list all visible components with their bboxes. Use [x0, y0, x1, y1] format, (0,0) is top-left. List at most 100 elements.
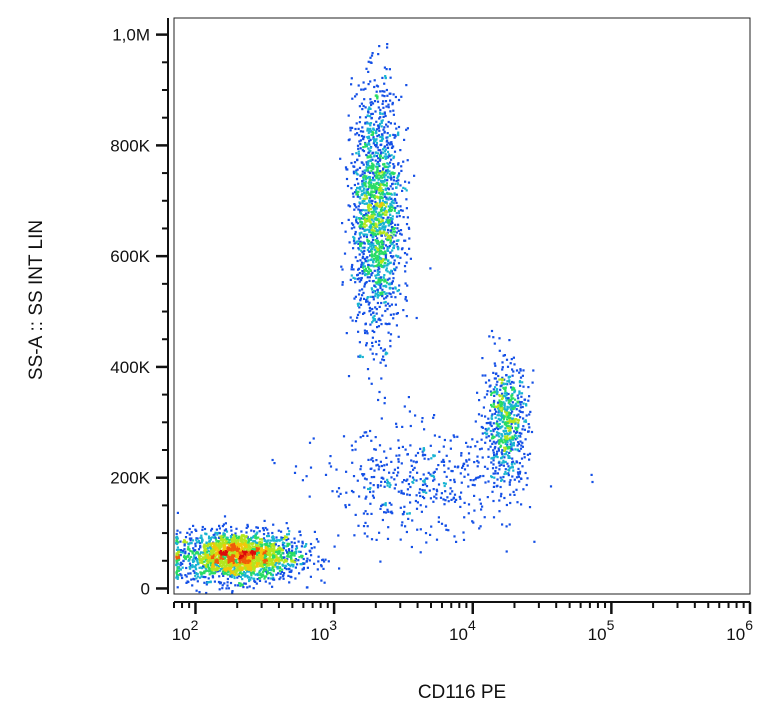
- event-dot: [194, 556, 197, 559]
- event-dot: [256, 541, 259, 544]
- event-dot: [504, 442, 507, 445]
- event-dot: [449, 487, 452, 490]
- event-dot: [226, 577, 229, 581]
- event-dot: [443, 464, 446, 467]
- event-dot: [359, 465, 363, 468]
- event-dot: [399, 209, 403, 212]
- event-dot: [184, 550, 187, 553]
- event-dot: [380, 206, 383, 209]
- event-dot: [495, 422, 498, 425]
- event-dot: [359, 223, 362, 226]
- event-dot: [263, 519, 266, 522]
- event-dot: [231, 545, 234, 548]
- event-dot: [374, 448, 377, 451]
- event-dot: [214, 549, 217, 552]
- event-dot: [361, 355, 364, 359]
- event-dot: [352, 491, 355, 494]
- event-dot: [357, 134, 361, 137]
- event-dot: [384, 304, 387, 307]
- event-dot: [211, 572, 214, 575]
- event-dot: [504, 386, 507, 389]
- event-dot: [287, 533, 290, 536]
- event-dot: [368, 276, 371, 279]
- event-dot: [372, 220, 375, 223]
- event-dot: [384, 187, 387, 190]
- event-dot: [368, 130, 371, 133]
- event-dot: [198, 591, 201, 594]
- event-dot: [244, 561, 247, 565]
- event-dot: [479, 502, 482, 505]
- event-dot: [524, 420, 528, 423]
- event-dot: [394, 182, 397, 185]
- event-dot: [378, 444, 382, 447]
- event-dot: [381, 204, 384, 207]
- event-dot: [508, 403, 511, 406]
- event-dot: [212, 554, 215, 557]
- event-dot: [491, 456, 494, 460]
- event-dot: [370, 210, 373, 214]
- event-dot: [478, 448, 482, 451]
- event-dot: [493, 399, 496, 402]
- event-dot: [419, 447, 422, 450]
- event-dot: [251, 562, 254, 565]
- event-dot: [390, 281, 393, 284]
- event-dot: [201, 539, 204, 542]
- event-dot: [519, 403, 522, 406]
- event-dot: [498, 349, 501, 352]
- event-dot: [383, 146, 386, 149]
- event-dot: [493, 342, 496, 345]
- event-dot: [243, 538, 246, 541]
- event-dot: [484, 441, 487, 444]
- event-dot: [376, 167, 379, 170]
- event-dot: [382, 349, 385, 352]
- event-dot: [354, 230, 357, 234]
- event-dot: [387, 166, 390, 169]
- event-dot: [226, 564, 229, 567]
- event-dot: [187, 546, 190, 549]
- event-dot: [395, 180, 398, 183]
- event-dot: [384, 292, 387, 295]
- event-dot: [205, 533, 208, 536]
- event-dot: [413, 174, 416, 177]
- event-dot: [387, 510, 390, 513]
- event-dot: [365, 145, 368, 148]
- event-dot: [368, 178, 371, 181]
- event-dot: [385, 198, 388, 201]
- event-dot: [207, 555, 210, 558]
- event-dot: [515, 476, 519, 479]
- event-dot: [381, 314, 384, 317]
- event-dot: [265, 540, 268, 543]
- event-dot: [409, 485, 412, 489]
- event-dot: [224, 572, 227, 575]
- event-dot: [258, 553, 261, 556]
- event-dot: [208, 540, 211, 543]
- event-dot: [382, 106, 385, 109]
- event-dot: [509, 429, 512, 432]
- event-dot: [353, 161, 357, 164]
- event-dot: [468, 458, 471, 461]
- event-dot: [357, 182, 360, 185]
- event-dot: [520, 392, 524, 395]
- event-dot: [241, 574, 245, 577]
- event-dot: [508, 375, 512, 378]
- event-dot: [207, 577, 210, 580]
- event-dot: [263, 558, 267, 562]
- event-dot: [387, 205, 390, 208]
- event-dot: [392, 133, 395, 136]
- event-dot: [254, 534, 257, 537]
- event-dot: [358, 218, 361, 221]
- event-dot: [195, 559, 198, 562]
- event-dot: [221, 567, 224, 570]
- event-dot: [490, 424, 493, 428]
- event-dot: [383, 82, 386, 85]
- event-dot: [193, 554, 196, 557]
- event-dot: [236, 566, 239, 569]
- event-dot: [211, 569, 214, 572]
- event-dot: [402, 186, 405, 189]
- event-dot: [392, 179, 395, 182]
- event-dot: [356, 158, 359, 161]
- event-dot: [233, 552, 236, 556]
- event-dot: [388, 322, 391, 325]
- event-dot: [177, 541, 180, 544]
- event-dot: [259, 543, 262, 546]
